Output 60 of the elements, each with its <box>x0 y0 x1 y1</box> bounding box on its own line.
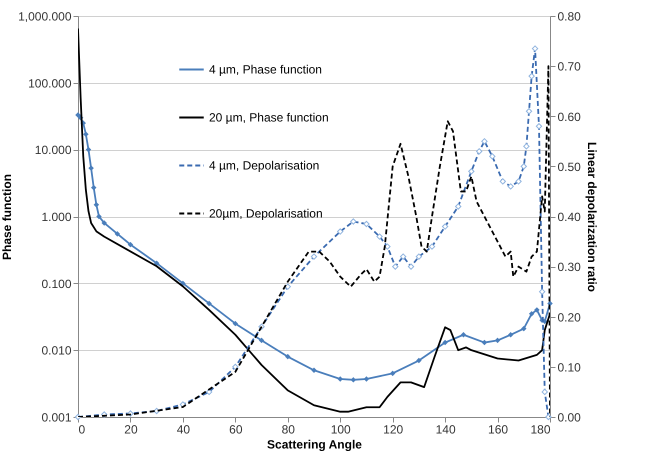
y-tick-label: 0.010 <box>41 344 72 358</box>
point <box>154 260 160 266</box>
point <box>88 165 94 171</box>
point <box>528 311 534 317</box>
x-tick-label: 140 <box>436 422 456 436</box>
x-tick-label: 20 <box>124 422 138 436</box>
point <box>494 338 500 344</box>
legend-label: 4 µm, Depolarisation <box>209 158 320 172</box>
x-tick-label: 40 <box>176 422 190 436</box>
point <box>75 112 81 118</box>
y2-tick-label: 0.70 <box>558 60 582 74</box>
point <box>311 368 317 374</box>
y-tick-label: 0.100 <box>41 276 72 291</box>
x-tick-label: 0 <box>78 422 86 436</box>
y2-tick-label: 0.40 <box>558 210 582 224</box>
y2-tick-label: 0.00 <box>558 410 582 424</box>
x-tick-label: 160 <box>488 422 508 436</box>
point <box>232 320 238 326</box>
x-tick-label: 180 <box>530 422 551 436</box>
y2-tick-label: 0.20 <box>558 310 582 324</box>
point <box>90 184 96 190</box>
y-tick-label: 1,000.000 <box>18 10 72 24</box>
point <box>416 358 422 364</box>
y-tick-label: 0.001 <box>41 410 72 424</box>
legend-label: 20µm, Depolarisation <box>209 206 323 220</box>
point <box>482 340 488 346</box>
y-tick-label: 100.000 <box>28 76 72 90</box>
y2-axis-title: Linear depolarization ratio <box>584 142 599 292</box>
point <box>364 376 370 382</box>
x-tick-label: 100 <box>330 422 352 436</box>
point <box>285 354 291 360</box>
point <box>442 340 448 346</box>
point <box>258 338 264 344</box>
x-tick-label: 80 <box>282 422 296 436</box>
x-axis-title: Scattering Angle <box>267 438 362 452</box>
legend-label: 20 µm, Phase function <box>209 110 329 124</box>
y2-tick-label: 0.30 <box>558 260 582 274</box>
y-axis-title: Phase function <box>0 174 14 260</box>
y-tick-label: 1.000 <box>41 210 72 224</box>
x-tick-label: 120 <box>383 422 404 436</box>
y2-tick-label: 0.60 <box>558 110 582 124</box>
y2-tick-label: 0.50 <box>558 160 582 174</box>
point <box>101 220 107 226</box>
y-tick-label: 10.000 <box>34 143 72 158</box>
point <box>206 300 212 306</box>
y2-tick-label: 0.80 <box>558 10 582 24</box>
point <box>96 214 102 220</box>
point <box>94 202 100 208</box>
point <box>337 376 343 382</box>
point <box>114 231 120 237</box>
point <box>460 332 466 338</box>
point <box>534 307 540 313</box>
y2-tick-label: 0.10 <box>558 360 582 374</box>
legend-label: 4 µm, Phase function <box>209 62 322 76</box>
point <box>508 332 514 338</box>
point <box>86 146 92 152</box>
x-tick-label: 60 <box>229 422 243 436</box>
point <box>390 370 396 376</box>
point <box>128 242 134 248</box>
point <box>521 326 527 332</box>
